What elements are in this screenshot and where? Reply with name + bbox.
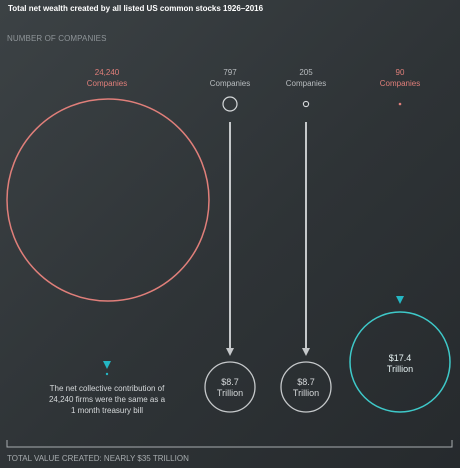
total-bracket: [6, 440, 453, 448]
companies-circle-2: [222, 96, 238, 112]
companies-dot-4: [398, 102, 402, 106]
chart-title: Total net wealth created by all listed U…: [8, 4, 264, 13]
arrow-head-3: [302, 348, 310, 356]
value-unit-3: Trillion: [293, 388, 319, 398]
value-label-4: $17.4: [389, 353, 412, 363]
value-label-2: $8.7: [221, 377, 239, 387]
count-label-3: 205: [299, 68, 313, 77]
subtitle: NUMBER OF COMPANIES: [7, 34, 107, 43]
count-label-2: 797: [223, 68, 237, 77]
companies-circle-3: [302, 100, 310, 108]
note-line-1: The net collective contribution of: [50, 384, 166, 393]
companies-circle-1: [6, 98, 210, 302]
value-circle-3: [280, 361, 332, 413]
count-label-4: 90: [396, 68, 405, 77]
value-label-3: $8.7: [297, 377, 315, 387]
count-label-1: 24,240: [95, 68, 120, 77]
total-value-footer: TOTAL VALUE CREATED: NEARLY $35 TRILLION: [7, 454, 189, 463]
unit-label-2: Companies: [210, 79, 250, 88]
value-unit-4: Trillion: [387, 364, 413, 374]
arrow-head-1: [103, 361, 111, 369]
unit-label-4: Companies: [380, 79, 420, 88]
value-dot-1: [105, 372, 109, 376]
note-line-2: 24,240 firms were the same as a: [49, 395, 166, 404]
value-circle-2: [204, 361, 256, 413]
unit-label-3: Companies: [286, 79, 326, 88]
note-line-3: 1 month treasury bill: [71, 406, 143, 415]
value-unit-2: Trillion: [217, 388, 243, 398]
value-circle-4: [349, 311, 451, 413]
unit-label-1: Companies: [87, 79, 127, 88]
arrow-head-4: [396, 296, 404, 304]
arrow-head-2: [226, 348, 234, 356]
